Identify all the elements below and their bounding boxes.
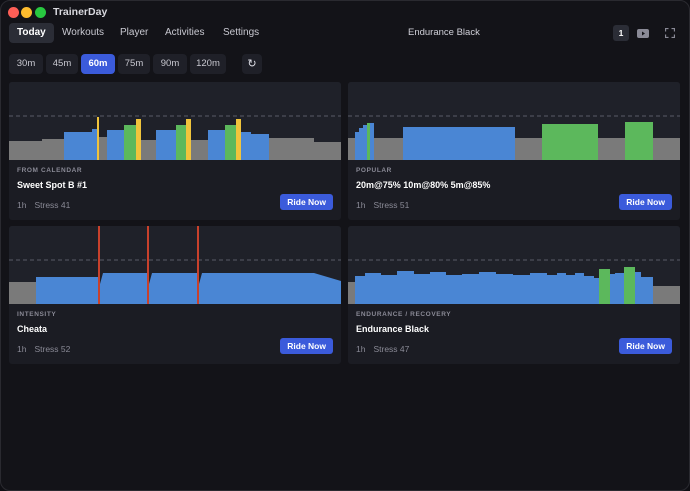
card-duration: 1h xyxy=(356,344,365,354)
maximize-window-button[interactable] xyxy=(35,7,46,18)
ride-now-button[interactable]: Ride Now xyxy=(619,338,672,354)
card-meta: 1h Stress 51 xyxy=(356,200,409,210)
card-category: FROM CALENDAR xyxy=(17,167,82,174)
workout-profile-chart xyxy=(348,82,680,160)
card-duration: 1h xyxy=(17,344,26,354)
current-workout-name: Endurance Black xyxy=(408,23,480,43)
workout-card-cheata[interactable]: INTENSITY Cheata 1h Stress 52 Ride Now xyxy=(9,226,341,364)
card-title: Sweet Spot B #1 xyxy=(17,180,87,190)
card-meta: 1h Stress 52 xyxy=(17,344,70,354)
card-duration: 1h xyxy=(356,200,365,210)
tab-player[interactable]: Player xyxy=(112,23,156,43)
workout-card-endurance-black[interactable]: ENDURANCE / RECOVERY Endurance Black 1h S… xyxy=(348,226,680,364)
app-title: TrainerDay xyxy=(53,6,107,18)
title-bar: TrainerDay xyxy=(1,1,689,23)
duration-75m[interactable]: 75m xyxy=(118,54,150,74)
card-title: 20m@75% 10m@80% 5m@85% xyxy=(356,180,490,190)
duration-90m[interactable]: 90m xyxy=(153,54,187,74)
card-meta: 1h Stress 41 xyxy=(17,200,70,210)
top-nav: Today Workouts Player Activities Setting… xyxy=(1,23,689,45)
workout-card-sweet-spot[interactable]: FROM CALENDAR Sweet Spot B #1 1h Stress 4… xyxy=(9,82,341,220)
card-stress: Stress 41 xyxy=(34,200,70,210)
tab-settings[interactable]: Settings xyxy=(215,23,267,43)
card-stress: Stress 51 xyxy=(373,200,409,210)
tab-workouts[interactable]: Workouts xyxy=(54,23,112,43)
ride-now-button[interactable]: Ride Now xyxy=(280,338,333,354)
card-stress: Stress 52 xyxy=(34,344,70,354)
youtube-icon[interactable] xyxy=(635,25,651,41)
card-title: Endurance Black xyxy=(356,324,429,334)
card-category: INTENSITY xyxy=(17,311,56,318)
ride-now-button[interactable]: Ride Now xyxy=(280,194,333,210)
minimize-window-button[interactable] xyxy=(21,7,32,18)
card-title: Cheata xyxy=(17,324,47,334)
card-meta: 1h Stress 47 xyxy=(356,344,409,354)
duration-45m[interactable]: 45m xyxy=(46,54,78,74)
ride-now-button[interactable]: Ride Now xyxy=(619,194,672,210)
duration-60m[interactable]: 60m xyxy=(81,54,115,74)
workout-card-popular[interactable]: POPULAR 20m@75% 10m@80% 5m@85% 1h Stress … xyxy=(348,82,680,220)
card-stress: Stress 47 xyxy=(373,344,409,354)
card-duration: 1h xyxy=(17,200,26,210)
duration-120m[interactable]: 120m xyxy=(190,54,226,74)
fullscreen-icon[interactable] xyxy=(662,25,678,41)
tab-activities[interactable]: Activities xyxy=(157,23,212,43)
tab-today[interactable]: Today xyxy=(9,23,54,43)
workout-profile-chart xyxy=(348,226,680,304)
refresh-icon[interactable]: ↻ xyxy=(242,54,262,74)
close-window-button[interactable] xyxy=(8,7,19,18)
card-category: ENDURANCE / RECOVERY xyxy=(356,311,451,318)
workout-profile-chart xyxy=(9,82,341,160)
workout-profile-chart xyxy=(9,226,341,304)
card-category: POPULAR xyxy=(356,167,392,174)
duration-30m[interactable]: 30m xyxy=(9,54,43,74)
badge-counter[interactable]: 1 xyxy=(613,25,629,41)
